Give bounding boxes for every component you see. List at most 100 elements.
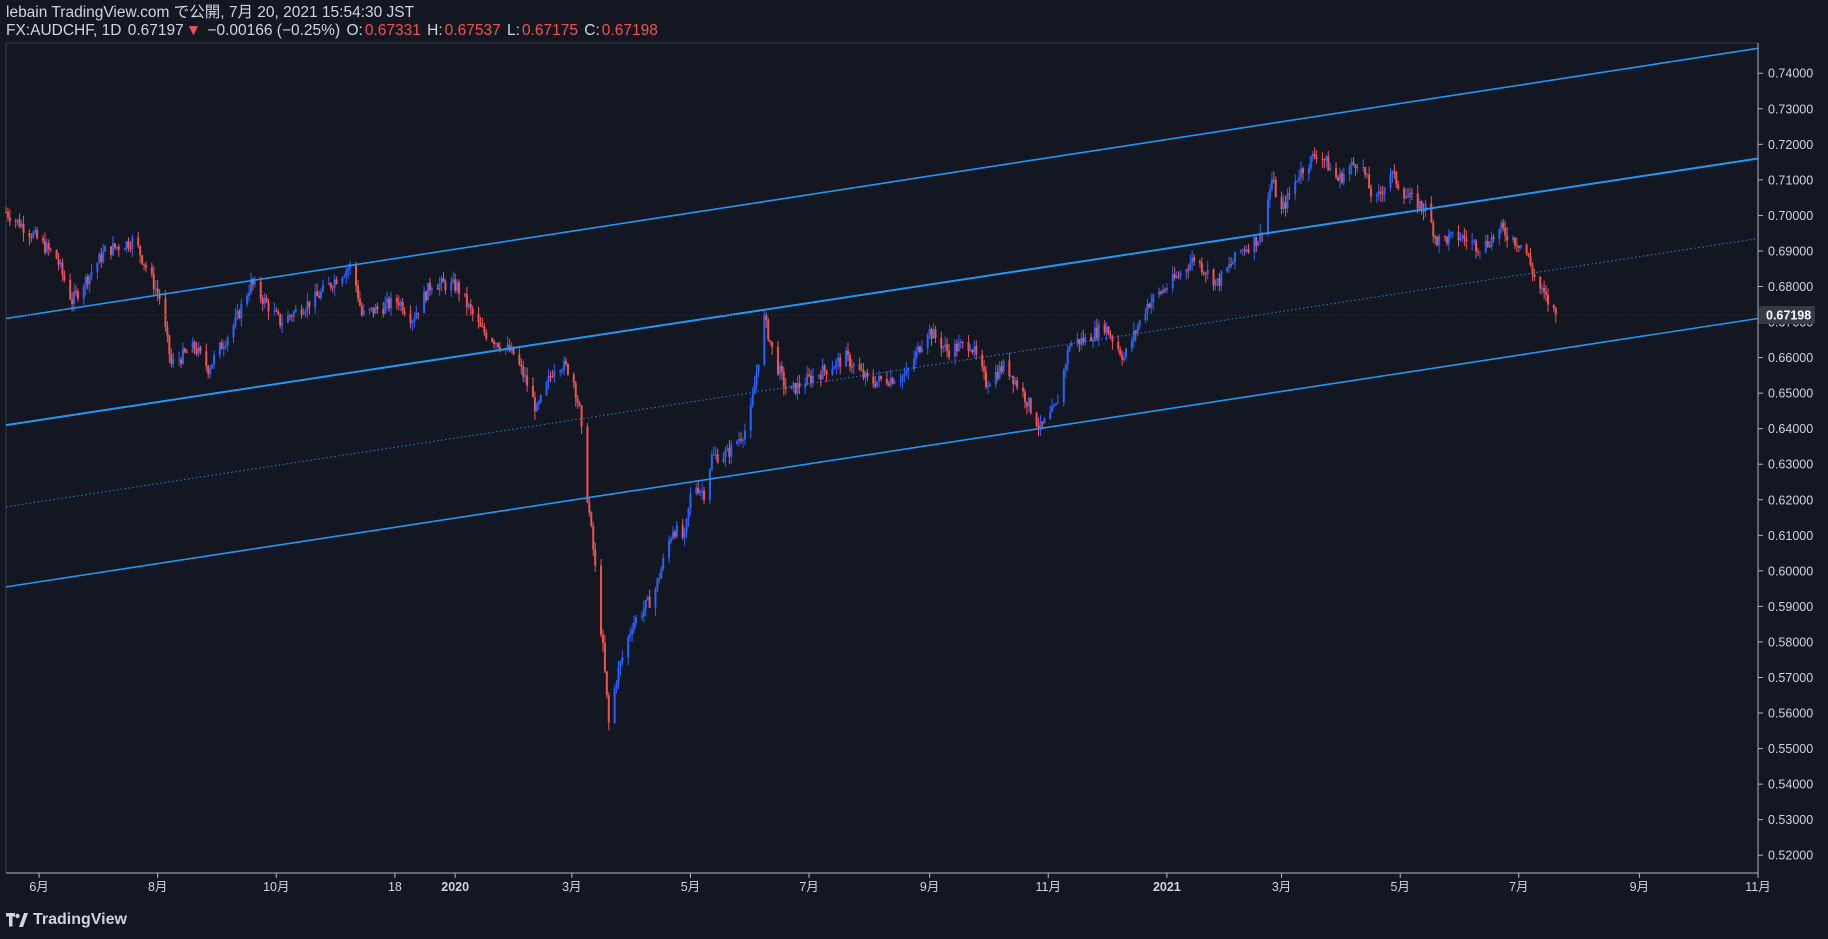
channel-line-4[interactable] — [5, 317, 1759, 588]
candle — [18, 213, 21, 229]
candle — [226, 335, 229, 352]
candle-body — [82, 287, 85, 299]
candle — [730, 440, 733, 464]
candle-body — [343, 276, 346, 278]
candle — [819, 370, 822, 387]
candle — [238, 308, 241, 320]
time-tick-label: 8月 — [148, 880, 167, 894]
candle-body — [8, 217, 11, 222]
candle-body — [213, 354, 216, 365]
channel-line-2[interactable] — [5, 157, 1759, 427]
candle — [644, 599, 647, 617]
candle-body — [1383, 187, 1386, 195]
candle — [794, 382, 797, 396]
candle-body — [1513, 237, 1516, 246]
candle — [1191, 250, 1194, 271]
candle-body — [417, 312, 420, 314]
candle — [660, 566, 663, 579]
candle — [131, 234, 134, 257]
candle-body — [36, 230, 39, 239]
candle — [880, 375, 883, 382]
tradingview-brand[interactable]: TradingView — [6, 911, 127, 929]
candle — [321, 279, 324, 293]
candle — [1206, 260, 1209, 280]
candle-body — [811, 375, 814, 383]
time-tick-label: 11月 — [1745, 880, 1770, 894]
last-price: 0.67197 — [127, 22, 184, 39]
candle-body — [218, 342, 221, 355]
candle-body — [1284, 202, 1287, 209]
candle-body — [1266, 199, 1269, 234]
candle — [1016, 376, 1019, 391]
candle-body — [798, 382, 801, 388]
candle-body — [899, 380, 902, 383]
candle — [920, 340, 923, 354]
candle-body — [988, 384, 991, 387]
candle — [1327, 151, 1330, 171]
candle — [1527, 252, 1530, 258]
candle-body — [1171, 274, 1174, 289]
candle-body — [102, 251, 105, 262]
candle-body — [63, 274, 66, 281]
time-tick-label: 5月 — [681, 880, 700, 894]
candle-body — [440, 277, 443, 284]
candle-body — [771, 341, 774, 347]
candle-body — [710, 454, 713, 470]
candle — [69, 273, 72, 301]
candle — [145, 261, 148, 273]
candle — [763, 308, 766, 367]
candle-body — [413, 318, 416, 323]
candle — [1348, 163, 1351, 182]
candle-body — [944, 344, 947, 347]
channel-line-1[interactable] — [5, 47, 1759, 320]
candle — [218, 341, 221, 359]
candle — [1352, 156, 1355, 166]
candle — [444, 279, 447, 295]
candle-body — [290, 316, 293, 318]
candle-body — [150, 267, 153, 274]
candle — [876, 381, 879, 389]
candle — [331, 285, 334, 293]
price-axis[interactable]: 0.74000 0.73000 0.72000 0.71000 0.70000 0.690… — [1758, 67, 1813, 863]
candle — [1272, 171, 1275, 184]
candle-body — [1146, 303, 1149, 314]
symbol-label[interactable]: FX:AUDCHF, 1D — [6, 22, 122, 39]
candle — [893, 379, 896, 385]
candle — [757, 364, 760, 378]
candle — [45, 238, 48, 255]
candle — [63, 270, 66, 283]
candle-body — [454, 279, 457, 291]
candle — [6, 208, 9, 222]
candle — [668, 535, 671, 564]
candle-body — [1478, 251, 1481, 253]
candle — [1447, 228, 1450, 251]
candle-body — [825, 370, 828, 375]
candle — [279, 313, 282, 329]
time-axis[interactable]: 6月 8月 10月 18 2020 3月 5月 7月 9月 11月 2021 3月 5月 7月 9月 11月 — [29, 873, 1771, 894]
candle — [355, 261, 358, 293]
time-tick-label: 9月 — [1630, 880, 1649, 894]
candle — [681, 518, 684, 540]
candle — [102, 243, 105, 264]
candle — [1463, 227, 1466, 247]
candle — [411, 319, 414, 332]
candle — [889, 369, 892, 389]
candle — [592, 522, 595, 557]
candle-body — [1410, 192, 1413, 194]
candle — [463, 293, 466, 298]
candle-body — [1053, 405, 1056, 407]
candle-body — [901, 375, 904, 381]
candle-body — [104, 246, 107, 252]
candle — [75, 285, 78, 297]
candle-body — [524, 375, 527, 377]
candle — [267, 298, 270, 320]
channel-line-3[interactable] — [5, 238, 1759, 508]
candle — [1554, 306, 1557, 323]
candle — [150, 262, 153, 278]
candle — [526, 367, 529, 393]
candle — [619, 660, 622, 676]
candle-body — [668, 541, 671, 559]
candle — [590, 511, 593, 528]
candle — [825, 369, 828, 382]
